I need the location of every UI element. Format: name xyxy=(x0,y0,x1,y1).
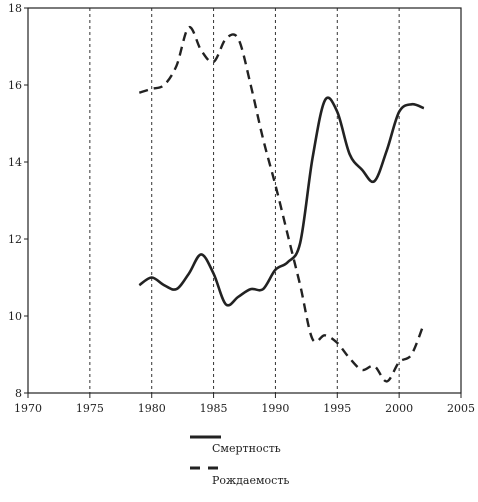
x-tick-label: 2005 xyxy=(447,402,475,415)
x-tick-label: 1995 xyxy=(323,402,351,415)
x-tick-label: 1975 xyxy=(76,402,104,415)
y-tick-label: 16 xyxy=(8,79,22,92)
grid-layer xyxy=(89,8,400,393)
axes-layer xyxy=(27,7,462,394)
series-line-mortality xyxy=(138,96,425,307)
y-tick-label: 14 xyxy=(8,156,22,169)
x-tick-label: 1980 xyxy=(138,402,166,415)
x-tick-label: 1985 xyxy=(200,402,228,415)
x-tick-label: 2000 xyxy=(385,402,413,415)
y-tick-label: 8 xyxy=(15,387,22,400)
legend-label-birth-rate: Рождаемость xyxy=(212,474,289,487)
legend-label-mortality: Смертность xyxy=(212,442,281,455)
y-tick-label: 12 xyxy=(8,233,22,246)
x-tick-label: 1990 xyxy=(261,402,289,415)
x-tick-label: 1970 xyxy=(14,402,42,415)
y-tick-label: 10 xyxy=(8,310,22,323)
series-layer xyxy=(138,26,426,383)
y-tick-label: 18 xyxy=(8,2,22,15)
legend: Смертность Рождаемость xyxy=(190,435,289,487)
series-line-birth-rate xyxy=(138,26,426,383)
plot-frame xyxy=(27,7,462,394)
ticks-layer: 1970 1975 1980 1985 1990 1995 2000 2005 8 10 12 14 1… xyxy=(8,2,475,415)
